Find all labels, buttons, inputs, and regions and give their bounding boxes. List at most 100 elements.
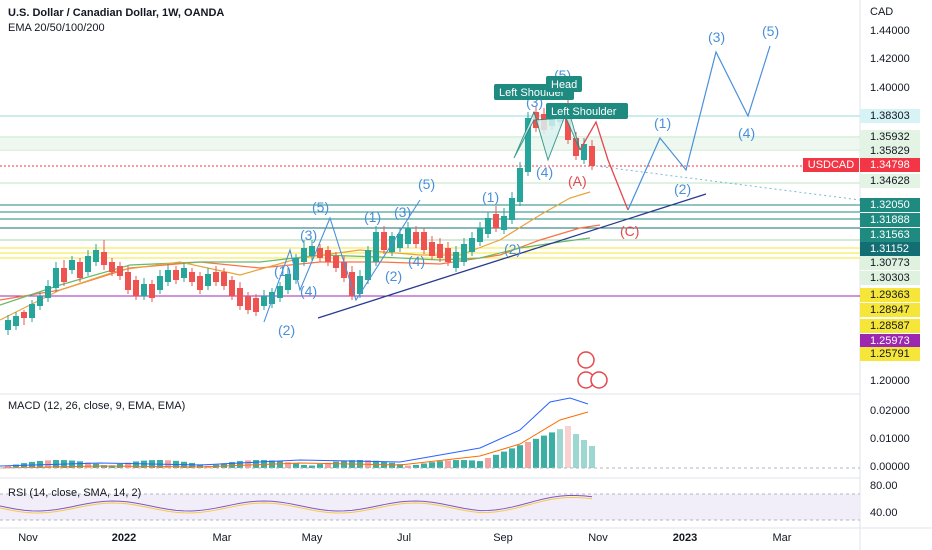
us-flag-icon (590, 371, 608, 389)
candle-body (21, 312, 27, 318)
price-level-tag: 1.38303 (860, 109, 920, 123)
price-level-tag: 1.35829 (860, 144, 920, 158)
candle-body (373, 232, 379, 262)
time-axis-label: 2023 (672, 532, 698, 544)
candle-body (325, 250, 331, 262)
candle-body (485, 218, 491, 234)
macd-histogram-bar (469, 460, 475, 468)
us-flag-icon (577, 351, 595, 369)
wave-label: (2) (504, 241, 521, 257)
price-axis-label: 1.40000 (870, 82, 910, 94)
zone-band (0, 138, 860, 150)
price-axis-label: 1.20000 (870, 375, 910, 387)
candle-body (61, 268, 67, 282)
candle-body (317, 248, 323, 258)
candle-body (101, 252, 107, 265)
wave-label: (4) (738, 125, 755, 141)
wave-label: (2) (278, 322, 295, 338)
time-axis-label: Nov (18, 532, 38, 544)
candle-body (261, 296, 267, 306)
candle-body (221, 272, 227, 286)
rsi-line (0, 494, 593, 512)
macd-histogram-bar (101, 465, 107, 468)
candle-body (117, 266, 123, 276)
macd-histogram-bar (493, 454, 499, 468)
macd-histogram-bar (77, 461, 83, 468)
price-level-tag: 1.28587 (860, 319, 920, 333)
macd-histogram-bar (245, 460, 251, 468)
candle-body (365, 250, 371, 280)
price-level-tag: 1.30303 (860, 271, 920, 285)
candle-body (277, 286, 283, 298)
wave-label: (2) (385, 268, 402, 284)
candle-body (429, 242, 435, 256)
macd-histogram-bar (509, 448, 515, 468)
price-level-tag: 1.29363 (860, 288, 920, 302)
macd-histogram-bar (325, 462, 331, 468)
macd-label[interactable]: MACD (12, 26, close, 9, EMA, EMA) (8, 400, 186, 412)
candle-body (493, 214, 499, 228)
candle-body (29, 304, 35, 318)
time-axis-label: 2022 (111, 532, 137, 544)
macd-histogram-bar (397, 464, 403, 468)
price-level-tag: 1.35932 (860, 130, 920, 144)
candle-body (333, 256, 339, 268)
candle-body (125, 272, 131, 290)
wave-label: (C) (620, 223, 639, 239)
price-level-tag: 1.30773 (860, 256, 920, 270)
macd-histogram-bar (573, 434, 579, 468)
macd-histogram-bar (293, 463, 299, 468)
candle-body (37, 296, 43, 306)
time-axis-label: Sep (493, 532, 513, 544)
time-axis-label: May (301, 532, 323, 544)
wave-label: (3) (300, 227, 317, 243)
candle-body (581, 144, 587, 160)
candle-body (77, 262, 83, 278)
currency-label: CAD (870, 6, 894, 18)
macd-histogram-bar (557, 429, 563, 468)
candle-body (285, 274, 291, 290)
wave-label: (1) (482, 189, 499, 205)
chart-title: U.S. Dollar / Canadian Dollar, 1W, OANDA (8, 7, 225, 19)
candle-body (189, 272, 195, 282)
macd-histogram-bar (333, 461, 339, 468)
candle-body (5, 320, 11, 330)
candle-body (157, 276, 163, 290)
head-shoulders-shape (513, 106, 581, 162)
wave-label: (4) (536, 164, 553, 180)
candle-body (381, 232, 387, 250)
price-level-tag: 1.31888 (860, 213, 920, 227)
indicator-legend[interactable]: EMA 20/50/100/200 (8, 22, 105, 34)
candle-body (421, 232, 427, 250)
projection-line (595, 165, 861, 201)
macd-histogram-bar (277, 461, 283, 468)
macd-axis-label: 0.00000 (870, 461, 910, 473)
candle-body (461, 244, 467, 262)
candle-body (53, 268, 59, 288)
macd-histogram-bar (5, 466, 11, 468)
wave-label: (3) (394, 204, 411, 220)
wave-path-line (263, 199, 421, 323)
macd-histogram-bar (125, 462, 131, 468)
macd-histogram-bar (253, 460, 259, 468)
rsi-label[interactable]: RSI (14, close, SMA, 14, 2) (8, 487, 142, 499)
price-level-tag: 1.28947 (860, 303, 920, 317)
macd-axis-label: 0.01000 (870, 433, 910, 445)
candle-body (45, 286, 51, 298)
wave-label: (1) (654, 115, 671, 131)
macd-histogram-bar (309, 465, 315, 468)
rsi-band (0, 494, 860, 520)
wave-label: (2) (674, 181, 691, 197)
macd-histogram-bar (589, 446, 595, 468)
callout-label: Head (551, 79, 577, 91)
candle-body (437, 244, 443, 258)
macd-histogram-bar (285, 462, 291, 468)
price-axis-label: 1.44000 (870, 25, 910, 37)
candle-body (397, 234, 403, 248)
price-axis-label: 1.42000 (870, 53, 910, 65)
callout-box (546, 76, 582, 92)
candle-body (589, 146, 595, 166)
candle-body (85, 256, 91, 272)
